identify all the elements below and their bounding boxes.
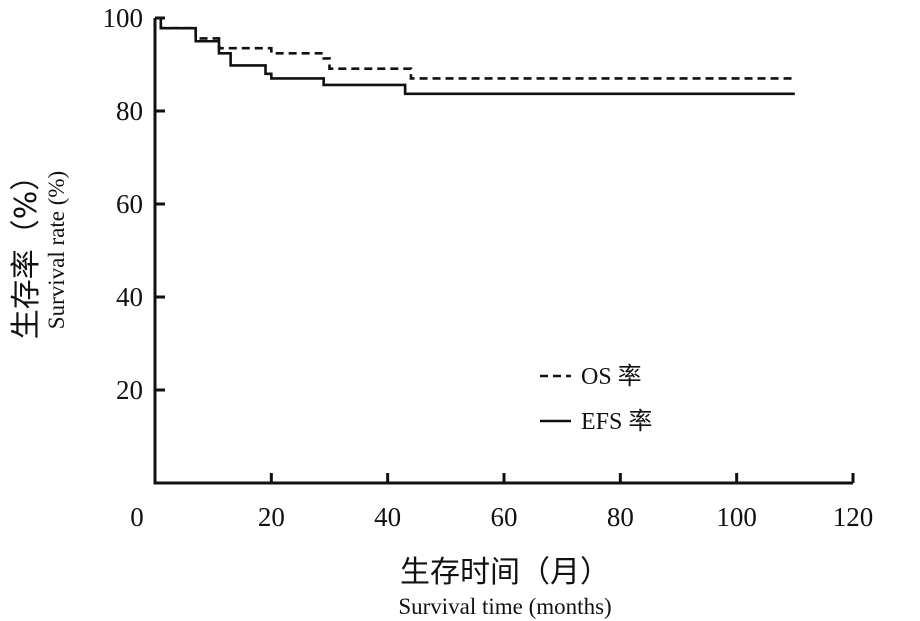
x-tick-label: 100 [716,502,757,532]
x-tick-label: 80 [607,502,634,532]
y-tick-label: 80 [116,96,143,126]
x-tick-label: 120 [833,502,874,532]
x-axis-label: Survival time (months) [398,594,611,619]
efs-series-line [155,16,795,96]
legend-efs-label: EFS 率 [581,408,652,435]
os-series-line [155,16,795,80]
y-tick-label: 100 [103,3,144,33]
y-tick-label: 60 [116,189,143,219]
y-axis-label: Survival rate (%) [44,171,69,329]
x-tick-label: 60 [491,502,518,532]
x-axis-label-cn: 生存时间（月） [400,555,610,590]
series-group [155,16,795,96]
ticks: 0 20 40 60 80 100 120 20 40 60 80 100 [103,3,874,532]
y-axis-label-cn: 生存率（%） [9,161,44,340]
x-tick-label: 40 [374,502,401,532]
legend-os-label: OS 率 [581,363,642,390]
axes [153,18,853,485]
legend: OS 率 EFS 率 [540,363,652,435]
y-tick-label: 20 [116,375,143,405]
x-tick-label: 0 [130,502,144,532]
y-tick-label: 40 [116,282,143,312]
x-tick-label: 20 [258,502,285,532]
